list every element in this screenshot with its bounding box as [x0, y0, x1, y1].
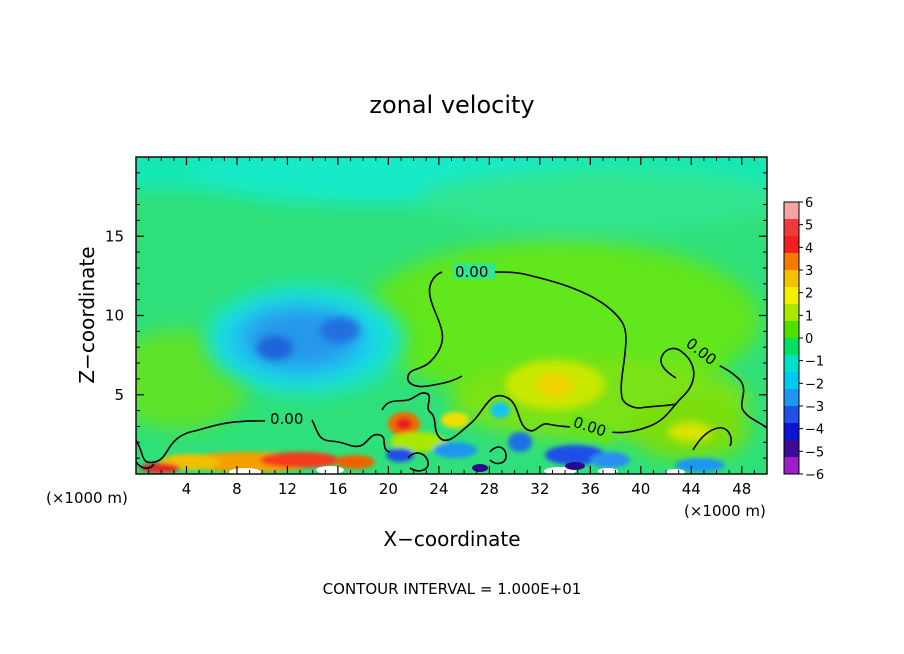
x-tick-label: 12 [278, 480, 297, 498]
y-axis-label: Z−coordinate [75, 246, 99, 383]
colorbar-tick-label: −5 [805, 445, 824, 460]
colorbar-swatch [784, 270, 799, 288]
x-tick-label: 32 [530, 480, 549, 498]
x-tick-label: 8 [232, 480, 242, 498]
colorbar-swatch [784, 253, 799, 271]
velocity-field: 0.00 0.00 0.00 0.00 [136, 157, 767, 474]
colorbar-tick-label: 5 [805, 219, 813, 234]
x-axis-label: X−coordinate [383, 527, 520, 551]
colorbar-swatch [784, 372, 799, 390]
chart-title: zonal velocity [369, 91, 534, 119]
colorbar-swatch [784, 236, 799, 254]
y-tick-label: 15 [105, 227, 124, 245]
colorbar-swatch [784, 321, 799, 339]
colorbar-swatch [784, 389, 799, 407]
colorbar-tick-label: −3 [805, 400, 824, 415]
colorbar-tick-label: −4 [805, 423, 824, 438]
y-tick-label: 5 [114, 386, 124, 404]
x-tick-label: 24 [429, 480, 448, 498]
colorbar-swatch [784, 457, 799, 475]
colorbar-swatch [784, 406, 799, 424]
x-unit-right: (×1000 m) [684, 502, 766, 520]
colorbar: 6 5 4 3 2 1 0 −1 −2 −3 −4 −5 −6 [783, 196, 824, 483]
colorbar-tick-label: −6 [805, 468, 824, 483]
colorbar-swatch [784, 440, 799, 458]
colorbar-tick-label: 6 [805, 196, 813, 211]
x-axis-ticks: 4 8 12 16 20 24 28 32 36 40 44 48 [148, 157, 755, 498]
colorbar-tick-label: 2 [805, 287, 813, 302]
colorbar-swatch [784, 355, 799, 373]
contour-interval-footer: CONTOUR INTERVAL = 1.000E+01 [323, 580, 582, 598]
x-tick-label: 16 [328, 480, 347, 498]
zero-contours [136, 271, 767, 472]
x-tick-label: 44 [682, 480, 701, 498]
x-tick-label: 4 [182, 480, 192, 498]
colorbar-swatch [784, 304, 799, 322]
x-tick-label: 40 [631, 480, 650, 498]
colorbar-swatch [784, 219, 799, 237]
colorbar-tick-label: 1 [805, 309, 813, 324]
colorbar-tick-label: 3 [805, 264, 813, 279]
x-tick-label: 28 [480, 480, 499, 498]
colorbar-swatch [784, 423, 799, 441]
colorbar-tick-label: 4 [805, 241, 813, 256]
x-tick-label: 36 [581, 480, 600, 498]
colorbar-tick-label: −2 [805, 377, 824, 392]
colorbar-tick-label: −1 [805, 355, 824, 370]
contour-label-1: 0.00 [270, 410, 303, 428]
x-unit-left: (×1000 m) [46, 489, 128, 507]
colorbar-tick-label: 0 [805, 332, 813, 347]
contour-label-2: 0.00 [455, 263, 488, 281]
colorbar-swatch [784, 287, 799, 305]
x-tick-label: 48 [732, 480, 751, 498]
colorbar-swatch [784, 338, 799, 356]
colorbar-swatch [784, 202, 799, 220]
x-tick-label: 20 [379, 480, 398, 498]
y-axis-ticks: 5 10 15 [105, 172, 767, 459]
y-tick-label: 10 [105, 307, 124, 325]
